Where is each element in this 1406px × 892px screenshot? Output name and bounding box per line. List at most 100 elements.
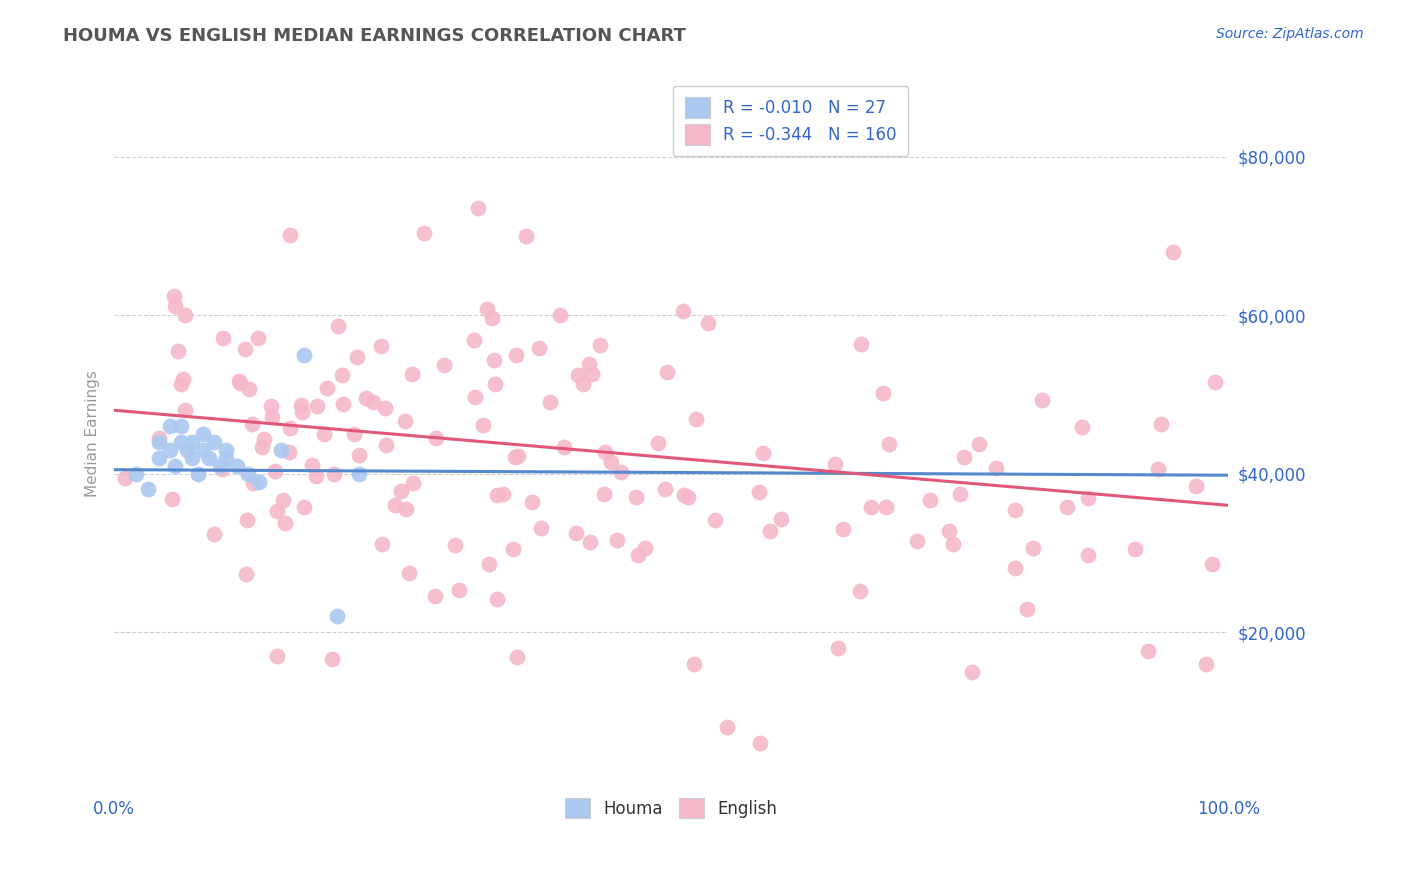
Point <box>877 436 900 450</box>
Point <box>326 318 349 333</box>
Point <box>942 537 965 551</box>
Point <box>1137 644 1160 658</box>
Point <box>278 228 301 243</box>
Point <box>354 391 377 405</box>
Point <box>506 449 529 463</box>
Point <box>148 450 170 465</box>
Point <box>673 488 696 502</box>
Point <box>214 442 236 457</box>
Point <box>181 450 204 465</box>
Point <box>1077 548 1099 562</box>
Point <box>592 486 614 500</box>
Point <box>114 471 136 485</box>
Point <box>402 476 425 491</box>
Point <box>696 316 718 330</box>
Point <box>875 500 897 515</box>
Point <box>401 367 423 381</box>
Point <box>235 567 257 582</box>
Point <box>704 513 727 527</box>
Point <box>233 342 256 356</box>
Point <box>312 427 335 442</box>
Point <box>214 450 236 465</box>
Point <box>967 436 990 450</box>
Point <box>253 433 276 447</box>
Point <box>593 445 616 459</box>
Point <box>278 420 301 434</box>
Point <box>685 412 707 426</box>
Point <box>672 303 695 318</box>
Point <box>167 344 190 359</box>
Point <box>633 541 655 555</box>
Point <box>173 308 195 322</box>
Point <box>565 525 588 540</box>
Point <box>305 400 328 414</box>
Point <box>505 348 527 362</box>
Point <box>447 583 470 598</box>
Point <box>1161 244 1184 259</box>
Point <box>548 309 571 323</box>
Point <box>181 434 204 449</box>
Point <box>1150 417 1173 432</box>
Point <box>321 652 343 666</box>
Point <box>769 512 792 526</box>
Point <box>413 227 436 241</box>
Point <box>193 442 215 457</box>
Point <box>682 657 704 671</box>
Point <box>342 427 364 442</box>
Point <box>553 440 575 454</box>
Point <box>831 522 853 536</box>
Point <box>375 438 398 452</box>
Point <box>250 440 273 454</box>
Point <box>125 467 148 481</box>
Point <box>148 434 170 449</box>
Point <box>502 541 524 556</box>
Point <box>198 450 221 465</box>
Point <box>472 417 495 432</box>
Point <box>294 500 316 514</box>
Point <box>1201 558 1223 572</box>
Point <box>492 487 515 501</box>
Point <box>371 537 394 551</box>
Point <box>520 494 543 508</box>
Point <box>330 368 353 382</box>
Point <box>277 445 299 459</box>
Point <box>578 534 600 549</box>
Point <box>247 475 270 489</box>
Point <box>1195 657 1218 671</box>
Point <box>986 461 1008 475</box>
Point <box>676 490 699 504</box>
Point <box>292 348 315 362</box>
Point <box>627 549 650 563</box>
Point <box>1056 500 1078 515</box>
Point <box>599 454 621 468</box>
Point <box>578 357 600 371</box>
Point <box>212 331 235 345</box>
Point <box>647 435 669 450</box>
Point <box>443 538 465 552</box>
Point <box>477 301 499 316</box>
Point <box>374 401 396 415</box>
Point <box>305 469 328 483</box>
Point <box>938 524 960 539</box>
Point <box>394 414 416 428</box>
Point <box>859 500 882 515</box>
Point <box>264 464 287 478</box>
Point <box>193 427 215 442</box>
Point <box>315 381 337 395</box>
Point <box>485 591 508 606</box>
Point <box>1022 541 1045 555</box>
Point <box>398 566 420 581</box>
Point <box>953 450 976 464</box>
Legend: Houma, English: Houma, English <box>558 791 785 825</box>
Point <box>423 589 446 603</box>
Point <box>433 358 456 372</box>
Point <box>503 450 526 464</box>
Point <box>1146 461 1168 475</box>
Point <box>872 386 894 401</box>
Point <box>229 376 252 390</box>
Point <box>246 331 269 345</box>
Point <box>515 228 537 243</box>
Point <box>349 467 371 481</box>
Point <box>238 383 260 397</box>
Point <box>204 434 226 449</box>
